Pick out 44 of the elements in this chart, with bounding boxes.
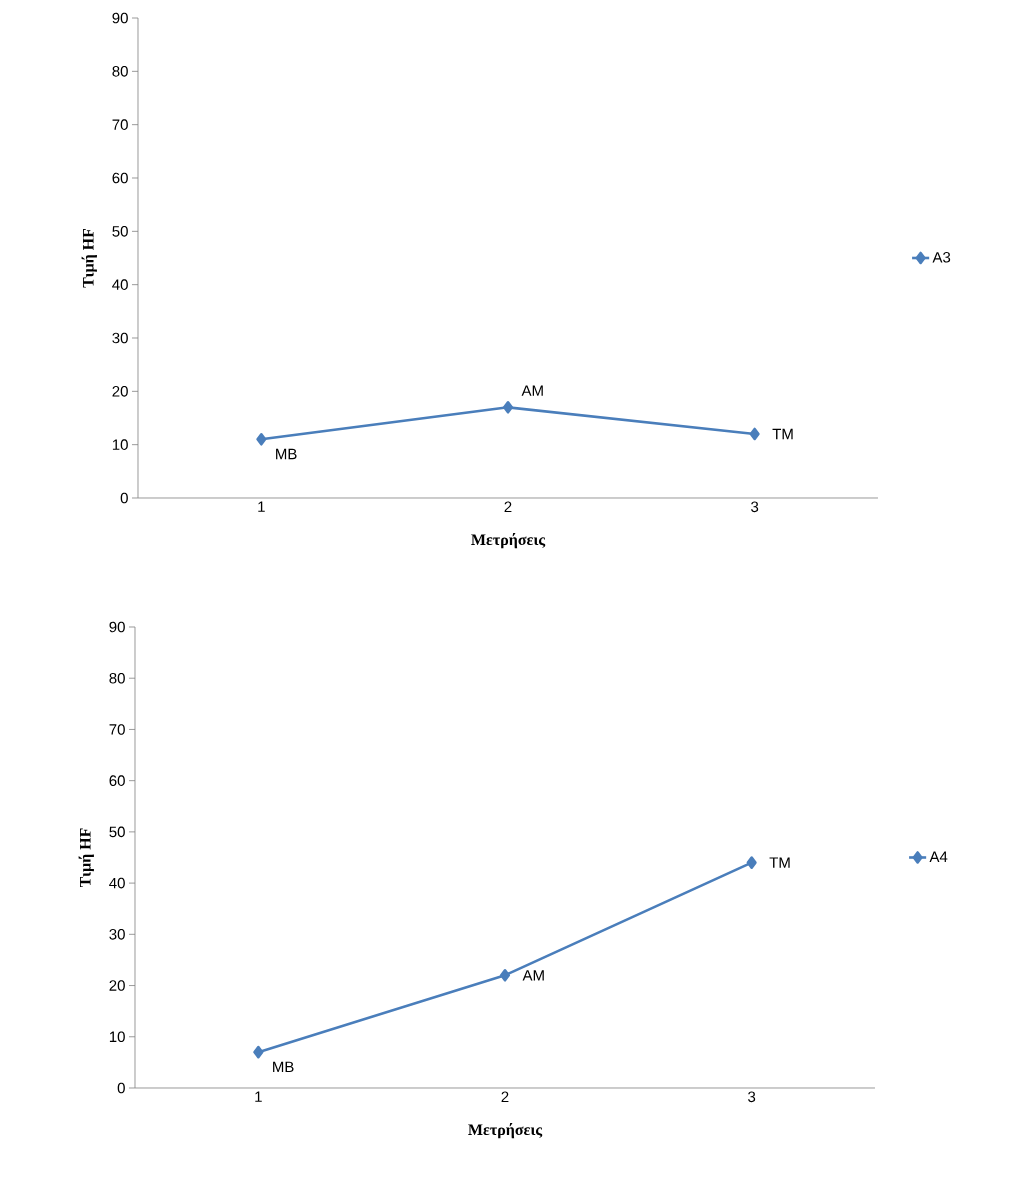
y-tick-label: 60 [112, 172, 128, 184]
y-tick-label: 40 [112, 279, 128, 290]
y-tick-label: 70 [112, 119, 128, 130]
point [253, 1045, 264, 1059]
x-tick-label: 1 [255, 1091, 262, 1102]
point [746, 856, 757, 869]
y-tick-label: 20 [109, 980, 125, 991]
legend-label: A3 [932, 252, 951, 263]
x-tick-label: 3 [751, 501, 759, 513]
x-axis-title: Μετρήσεις [471, 533, 546, 549]
point [749, 427, 760, 441]
y-tick-label: 70 [109, 724, 125, 735]
y-axis-title: Τιμή HF [81, 228, 97, 288]
y-tick-label: 90 [109, 621, 125, 633]
y-tick-label: 20 [112, 386, 128, 397]
annotation: AM [521, 385, 543, 396]
y-tick-label: 80 [112, 66, 128, 77]
y-tick-label: 0 [120, 492, 128, 504]
annotation: AM [522, 970, 544, 981]
annotation: TM [769, 857, 790, 868]
y-tick-label: 50 [112, 226, 128, 237]
y-axis-title: Τιμή HF [78, 828, 94, 888]
y-tick-label: 30 [112, 332, 128, 344]
x-tick-label: 1 [258, 501, 265, 512]
annotation: MB [273, 1061, 294, 1072]
annotation: TM [772, 428, 793, 440]
y-tick-label: 80 [109, 672, 125, 684]
y-tick-label: 40 [109, 877, 125, 889]
y-tick-label: 0 [117, 1082, 125, 1094]
x-tick-label: 2 [501, 1091, 509, 1102]
point [502, 401, 514, 414]
y-tick-label: 30 [109, 929, 125, 940]
y-tick-label: 50 [109, 826, 125, 838]
annotation: MB [276, 448, 297, 460]
y-tick-label: 60 [109, 775, 125, 786]
y-tick-label: 10 [112, 439, 128, 450]
point [499, 969, 511, 982]
y-tick-label: 90 [112, 12, 128, 24]
x-tick-label: 3 [748, 1091, 756, 1103]
y-tick-label: 10 [109, 1031, 125, 1043]
legend-label: A4 [929, 851, 948, 862]
x-axis-title: Μετρήσεις [468, 1123, 543, 1139]
x-tick-label: 2 [504, 501, 512, 512]
point [256, 433, 267, 446]
